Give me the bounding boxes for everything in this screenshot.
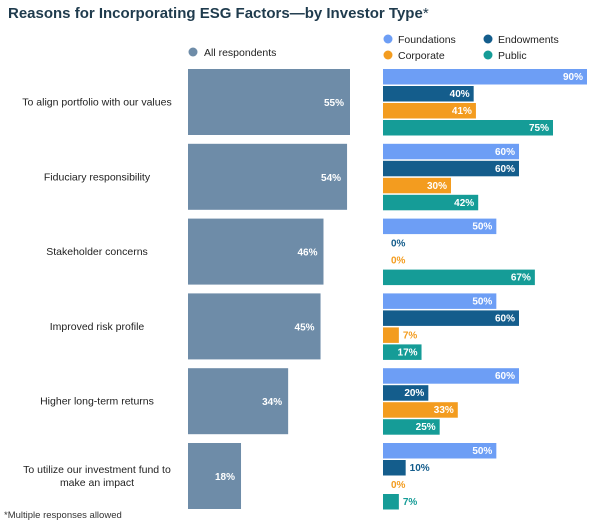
investor-type-value-label: 50% xyxy=(472,222,492,233)
footnote: *Multiple responses allowed xyxy=(4,510,122,521)
investor-type-value-label: 7% xyxy=(403,330,418,341)
investor-type-value-label: 40% xyxy=(450,89,470,100)
investor-type-bar xyxy=(383,269,535,286)
investor-type-bars: 90%60%50%50%60%50%40%60%0%60%20%10%41%30… xyxy=(383,69,587,510)
investor-type-value-label: 67% xyxy=(511,273,531,284)
all-respondents-bar xyxy=(188,218,324,285)
investor-type-value-label: 30% xyxy=(427,181,447,192)
investor-type-bar xyxy=(383,385,429,401)
all-respondents-bar xyxy=(188,69,350,135)
investor-type-value-label: 42% xyxy=(454,198,474,209)
investor-type-value-label: 20% xyxy=(404,388,424,399)
legend-swatch xyxy=(483,50,493,60)
investor-type-bar xyxy=(383,344,422,360)
category-label: Higher long-term returns xyxy=(40,396,154,408)
all-respondents-value-label: 55% xyxy=(324,98,344,109)
title-asterisk: * xyxy=(423,5,429,22)
investor-type-value-label: 7% xyxy=(403,497,418,508)
investor-type-value-label: 33% xyxy=(434,405,454,416)
investor-type-bar xyxy=(383,419,440,435)
all-respondents-bars: 55% To align portfolio with our values 54%… xyxy=(22,69,350,509)
category-label-line: Stakeholder concerns xyxy=(46,246,148,258)
investor-type-value-label: 17% xyxy=(398,347,418,358)
investor-type-value-label: 90% xyxy=(563,72,583,83)
all-respondents-value-label: 45% xyxy=(295,322,315,333)
investor-type-bar xyxy=(383,69,587,85)
legend-label: Public xyxy=(498,50,527,62)
category-label-line: make an impact xyxy=(60,477,134,489)
category-label-line: Improved risk profile xyxy=(50,321,145,333)
investor-type-value-label: 60% xyxy=(495,164,515,175)
investor-type-bar xyxy=(383,327,399,343)
legend-swatch xyxy=(383,50,393,60)
all-respondents-bar xyxy=(188,143,348,210)
investor-type-value-label: 50% xyxy=(472,296,492,307)
category-label: Fiduciary responsibility xyxy=(44,171,151,183)
investor-type-bar xyxy=(383,368,519,384)
category-label-line: Higher long-term returns xyxy=(40,396,154,408)
all-respondents-bar xyxy=(188,293,321,360)
all-respondents-bar xyxy=(188,368,289,435)
category-label: To utilize our investment fund to make an… xyxy=(23,464,171,489)
all-respondents-value-label: 54% xyxy=(321,173,341,184)
legend-label: All respondents xyxy=(204,47,276,59)
legend-label: Endowments xyxy=(498,34,559,46)
investor-type-value-label: 50% xyxy=(472,446,492,457)
investor-type-value-label: 0% xyxy=(391,239,406,250)
all-respondents-value-label: 46% xyxy=(297,248,317,259)
investor-type-value-label: 41% xyxy=(452,106,472,117)
legend-label: Foundations xyxy=(398,34,456,46)
chart-title: Reasons for Incorporating ESG Factors—by… xyxy=(8,5,429,22)
investor-type-bar xyxy=(383,310,519,326)
investor-type-bar xyxy=(383,293,497,309)
investor-type-bar xyxy=(383,443,497,459)
all-respondents-value-label: 18% xyxy=(215,472,235,483)
title-main: Reasons for Incorporating ESG Factors—by… xyxy=(8,5,423,22)
investor-type-value-label: 0% xyxy=(391,256,406,267)
category-label: Stakeholder concerns xyxy=(46,246,148,258)
investor-type-value-label: 25% xyxy=(416,422,436,433)
investor-type-bar xyxy=(383,402,458,418)
legend: All respondents Foundations Endowments Corp… xyxy=(188,34,559,62)
investor-type-bar xyxy=(383,460,406,476)
investor-type-bar xyxy=(383,218,497,235)
all-respondents-value-label: 34% xyxy=(262,397,282,408)
legend-label: Corporate xyxy=(398,50,445,62)
category-label-line: Fiduciary responsibility xyxy=(44,171,151,183)
investor-type-bar xyxy=(383,86,474,102)
category-label-line: To align portfolio with our values xyxy=(22,97,171,109)
investor-type-bar xyxy=(383,194,479,211)
investor-type-bar xyxy=(383,120,553,136)
investor-type-value-label: 75% xyxy=(529,123,549,134)
category-label: Improved risk profile xyxy=(50,321,145,333)
legend-swatch xyxy=(383,34,393,44)
investor-type-value-label: 60% xyxy=(495,147,515,158)
investor-type-value-label: 60% xyxy=(495,371,515,382)
all-respondents-bar xyxy=(188,443,242,509)
legend-swatch xyxy=(188,47,198,57)
category-label: To align portfolio with our values xyxy=(22,97,171,109)
investor-type-bar xyxy=(383,177,451,194)
investor-type-value-label: 60% xyxy=(495,313,515,324)
category-label-line: To utilize our investment fund to xyxy=(23,464,171,476)
investor-type-bar xyxy=(383,103,476,119)
investor-type-bar xyxy=(383,160,519,177)
investor-type-bar xyxy=(383,494,399,510)
legend-swatch xyxy=(483,34,493,44)
investor-type-value-label: 0% xyxy=(391,480,406,491)
investor-type-bar xyxy=(383,143,519,160)
investor-type-value-label: 10% xyxy=(410,463,430,474)
